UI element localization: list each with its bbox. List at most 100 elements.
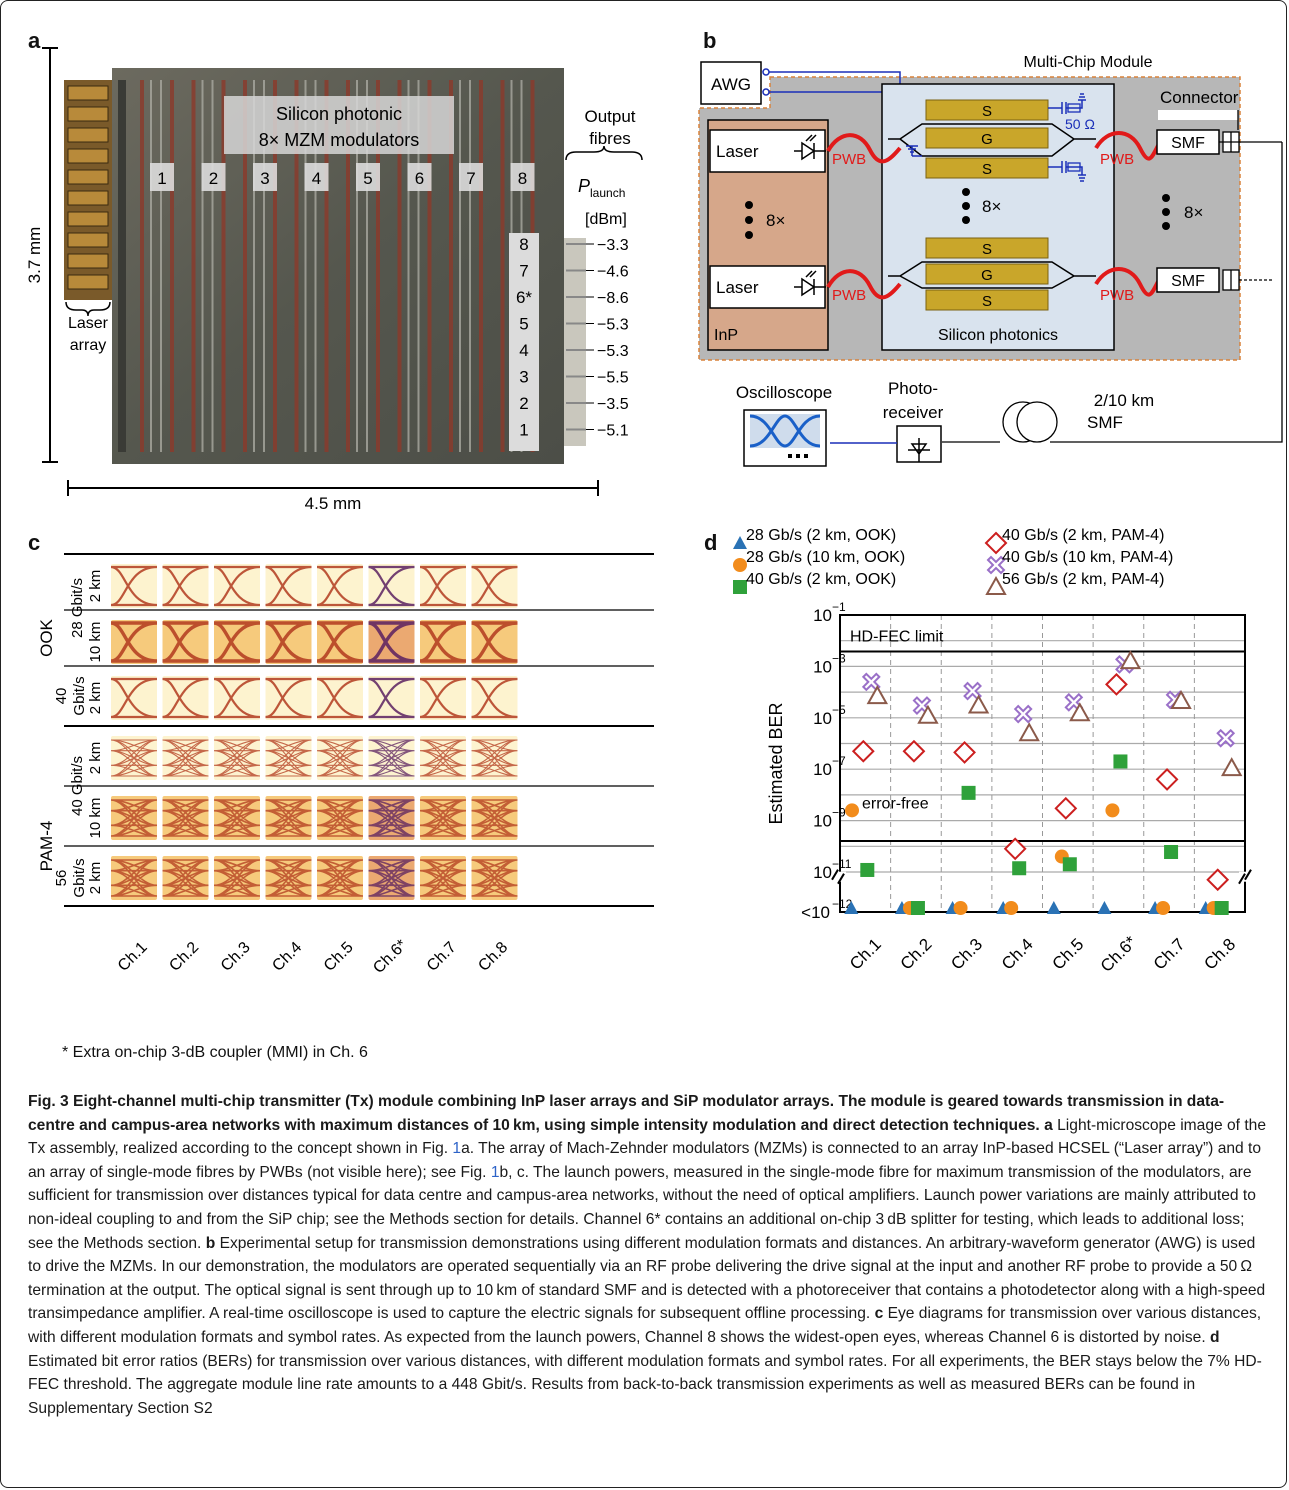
ber-data-point	[1069, 702, 1091, 722]
channel-number: 1	[519, 421, 528, 440]
ber-data-point	[1046, 901, 1061, 914]
ber-tick-exp: −1	[832, 600, 846, 614]
inp-times8: 8×	[766, 211, 785, 230]
eye-diagram	[162, 620, 209, 664]
ber-x-tick-label: Ch.1	[846, 935, 885, 974]
ber-data-point	[1113, 754, 1128, 769]
ber-data-point	[967, 694, 990, 714]
launch-power: −5.5	[597, 370, 629, 387]
panel-d: 28 Gb/s (2 km, OOK) 28 Gb/s (10 km, OOK) 4…	[733, 527, 1252, 976]
ber-data-point	[910, 901, 925, 915]
legend-label: 40 Gb/s (10 km, PAM-4)	[1002, 549, 1173, 566]
awg-box[interactable]	[700, 61, 762, 105]
output-label-1: Output	[584, 107, 635, 126]
ber-tick-label: 10	[813, 760, 832, 779]
rate-56-label-b: Gbit/s	[71, 858, 88, 897]
chip-title-box	[224, 96, 454, 154]
inp-label: InP	[714, 327, 738, 344]
eye-diagram	[368, 620, 415, 664]
panel-a: 3.7 mm 4.5 mm Laser array Silicon photon…	[25, 47, 643, 513]
modulator-number: 3	[260, 169, 269, 188]
ber-data-point	[1119, 650, 1142, 670]
legend-marker	[986, 555, 1006, 575]
ber-data-point	[1220, 757, 1243, 777]
modulator-number: 7	[466, 169, 475, 188]
height-label: 3.7 mm	[25, 227, 44, 284]
figure-caption: Fig. 3 Eight-channel multi-chip transmit…	[28, 1090, 1268, 1420]
eye-diagram	[110, 676, 158, 720]
pwb-label-3: PWB	[1100, 151, 1134, 168]
laser-1-label: Laser	[716, 142, 759, 161]
eye-diagram	[419, 676, 467, 720]
ber-data-point	[902, 739, 926, 763]
caption-fig-ref-2[interactable]: 1	[490, 1163, 500, 1181]
ber-data-point	[1013, 704, 1033, 724]
ber-data-point	[1214, 901, 1229, 915]
ber-data-point	[1170, 689, 1192, 710]
sip-label: Silicon photonics	[938, 327, 1058, 344]
plaunch-sub: launch	[590, 186, 625, 200]
caption-a-text-1: Light-microscope image of the Tx assembl…	[28, 1116, 1267, 1158]
caption-d-label: d	[1210, 1328, 1220, 1346]
ber-data-point	[1012, 861, 1027, 876]
eye-channel-label: Ch.3	[218, 939, 254, 975]
mzm-ground: G	[981, 267, 993, 284]
ber-tick-exp: −11	[832, 857, 852, 871]
modulator-number: 2	[209, 169, 218, 188]
caption-fig-ref-1[interactable]: 1	[452, 1140, 462, 1158]
eye-channel-label: Ch.1	[115, 939, 151, 975]
caption-b-label: b	[205, 1234, 216, 1252]
ber-tick-label: 10	[813, 709, 832, 728]
legend-marker	[985, 575, 1007, 595]
launch-power: −5.3	[597, 343, 629, 360]
rate-56-label-a: 56	[53, 870, 70, 887]
footnote: * Extra on-chip 3-dB coupler (MMI) in Ch…	[62, 1044, 368, 1061]
ber-tick-label: 10	[813, 657, 832, 676]
caption-a-text-2: a. The array of Mach-Zehnder modulators …	[28, 1140, 1262, 1181]
chip-title-2: 8× MZM modulators	[259, 130, 420, 150]
ber-data-point	[1105, 672, 1128, 696]
channel-label-box	[509, 233, 539, 451]
eye-diagram	[471, 796, 518, 840]
modulator-number: 4	[312, 169, 321, 188]
eye-diagram	[110, 736, 158, 780]
rate-40-label-b: Gbit/s	[71, 676, 88, 715]
ber-data-point	[860, 862, 875, 877]
photoreceiver-label-2: receiver	[883, 403, 944, 422]
eye-diagram	[265, 620, 312, 664]
ber-x-tick-label: Ch.4	[998, 935, 1037, 974]
rate-28-label: 28 Gbit/s	[69, 578, 86, 638]
eye-diagram	[265, 796, 312, 840]
ber-data-point	[1054, 796, 1078, 820]
mzm-signal: S	[982, 103, 992, 120]
channel-number: 4	[519, 341, 528, 360]
rate-40-pam-label: 40 Gbit/s	[69, 756, 86, 816]
legend-label: 40 Gb/s (2 km, PAM-4)	[1002, 527, 1164, 544]
ber-data-point	[917, 704, 939, 724]
caption-title: Fig. 3 Eight-channel multi-chip transmit…	[28, 1093, 1225, 1134]
eye-diagram	[265, 856, 312, 900]
pwb-label-1: PWB	[832, 151, 866, 168]
ber-tick-exp: −9	[832, 806, 846, 820]
caption-d-text: Estimated bit error ratios (BERs) for tr…	[28, 1352, 1262, 1417]
eye-diagram	[110, 564, 158, 608]
ber-data-point	[953, 740, 976, 764]
ber-x-tick-label: Ch.7	[1150, 935, 1189, 974]
smf-label-1: SMF	[1171, 135, 1205, 152]
channel-number: 6*	[516, 288, 532, 307]
eye-channel-label: Ch.7	[424, 939, 460, 975]
sip-times8: 8×	[982, 197, 1001, 216]
channel-number: 2	[519, 394, 528, 413]
eye-diagram	[213, 736, 261, 780]
eye-diagram	[368, 736, 415, 780]
eye-diagram	[471, 620, 518, 664]
eye-diagram	[419, 796, 467, 840]
ber-tick-exp: −3	[832, 651, 846, 665]
plaunch-label: P	[578, 176, 590, 196]
eye-channel-label: Ch.2	[166, 939, 202, 975]
smf-box-2	[1156, 267, 1220, 293]
ber-data-point	[1164, 845, 1179, 860]
ber-data-point	[866, 685, 889, 705]
ber-data-point	[1004, 901, 1019, 915]
